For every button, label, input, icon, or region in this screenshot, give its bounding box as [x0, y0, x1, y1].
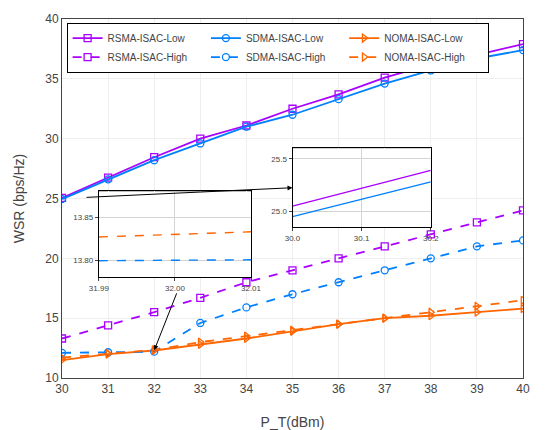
svg-text:38: 38	[424, 382, 438, 396]
svg-text:RSMA-ISAC-High: RSMA-ISAC-High	[108, 52, 187, 63]
svg-text:NOMA-ISAC-Low: NOMA-ISAC-Low	[384, 33, 463, 44]
svg-text:40: 40	[516, 382, 530, 396]
svg-text:30: 30	[45, 132, 59, 146]
svg-text:40: 40	[45, 12, 59, 26]
svg-text:25: 25	[45, 192, 59, 206]
svg-text:20: 20	[45, 252, 59, 266]
svg-text:32.01: 32.01	[241, 284, 262, 293]
svg-text:15: 15	[45, 311, 59, 325]
svg-text:30.1: 30.1	[354, 234, 370, 243]
svg-text:39: 39	[470, 382, 484, 396]
svg-text:32.00: 32.00	[165, 284, 186, 293]
svg-text:32: 32	[148, 382, 162, 396]
svg-text:25.0: 25.0	[271, 207, 287, 216]
svg-text:NOMA-ISAC-High: NOMA-ISAC-High	[384, 52, 465, 63]
svg-text:25.5: 25.5	[271, 155, 287, 164]
svg-text:13.80: 13.80	[73, 256, 94, 265]
svg-text:10: 10	[45, 371, 59, 385]
svg-text:30.0: 30.0	[285, 234, 301, 243]
svg-text:31: 31	[101, 382, 115, 396]
svg-text:31.99: 31.99	[89, 284, 110, 293]
svg-text:WSR (bps/Hz): WSR (bps/Hz)	[11, 154, 27, 243]
svg-text:30: 30	[55, 382, 69, 396]
svg-text:37: 37	[378, 382, 392, 396]
svg-text:36: 36	[332, 382, 346, 396]
svg-text:35: 35	[45, 72, 59, 86]
svg-text:SDMA-ISAC-High: SDMA-ISAC-High	[246, 52, 325, 63]
svg-text:35: 35	[286, 382, 300, 396]
svg-text:13.85: 13.85	[73, 213, 94, 222]
svg-text:RSMA-ISAC-Low: RSMA-ISAC-Low	[108, 33, 186, 44]
svg-text:P_T(dBm): P_T(dBm)	[261, 414, 325, 430]
svg-text:34: 34	[240, 382, 254, 396]
svg-text:30.2: 30.2	[423, 234, 439, 243]
svg-text:33: 33	[194, 382, 208, 396]
svg-text:SDMA-ISAC-Low: SDMA-ISAC-Low	[246, 33, 324, 44]
